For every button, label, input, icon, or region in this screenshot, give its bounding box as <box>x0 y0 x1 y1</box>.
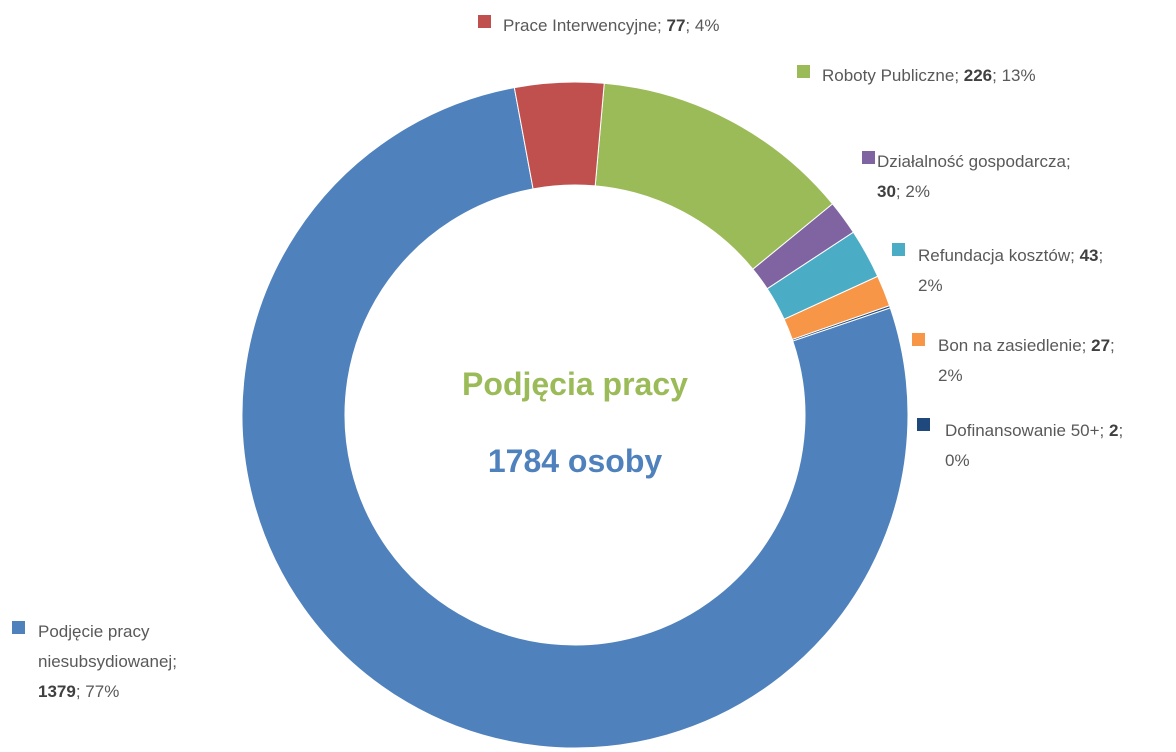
center-subtitle: 1784 osoby <box>488 443 663 479</box>
legend-marker <box>917 418 930 431</box>
center-title: Podjęcia pracy <box>462 366 688 402</box>
legend-marker <box>892 243 905 256</box>
legend-marker <box>478 15 491 28</box>
data-label: Roboty Publiczne22613% <box>822 61 1142 91</box>
data-label: Podjęcie pracy niesubsydiowanej137977% <box>38 617 203 707</box>
category-name: Bon na zasiedlenie <box>938 336 1082 355</box>
percent-label: 13% <box>992 66 1035 85</box>
legend-marker <box>862 151 875 164</box>
percent-label: 4% <box>685 16 719 35</box>
donut-slice <box>513 81 605 190</box>
donut-slice <box>752 203 855 290</box>
category-name: Roboty Publiczne <box>822 66 955 85</box>
category-name: Refundacja kosztów <box>918 246 1071 265</box>
value-label: 43 <box>1070 246 1098 265</box>
donut-slice <box>241 86 909 749</box>
category-name: Prace Interwencyjne <box>503 16 658 35</box>
value-label: 77 <box>657 16 685 35</box>
value-label: 2 <box>1100 421 1119 440</box>
data-label: Bon na zasiedlenie272% <box>938 331 1138 391</box>
value-label: 226 <box>954 66 992 85</box>
data-label: Refundacja kosztów432% <box>918 241 1123 301</box>
legend-marker <box>797 65 810 78</box>
donut-slice <box>594 82 834 270</box>
data-label: Prace Interwencyjne774% <box>503 11 803 41</box>
data-label: Działalność gospodarcza302% <box>877 147 1092 207</box>
data-label: Dofinansowanie 50+20% <box>945 416 1140 476</box>
legend-marker <box>912 333 925 346</box>
donut-slice <box>766 231 879 320</box>
percent-label: 2% <box>896 182 930 201</box>
percent-label: 77% <box>76 682 119 701</box>
donut-slice <box>783 275 891 341</box>
category-name: Działalność gospodarcza <box>877 152 1066 171</box>
legend-marker <box>12 621 25 634</box>
value-label: 27 <box>1082 336 1110 355</box>
category-name: Podjęcie pracy niesubsydiowanej <box>38 622 173 671</box>
category-name: Dofinansowanie 50+ <box>945 421 1100 440</box>
